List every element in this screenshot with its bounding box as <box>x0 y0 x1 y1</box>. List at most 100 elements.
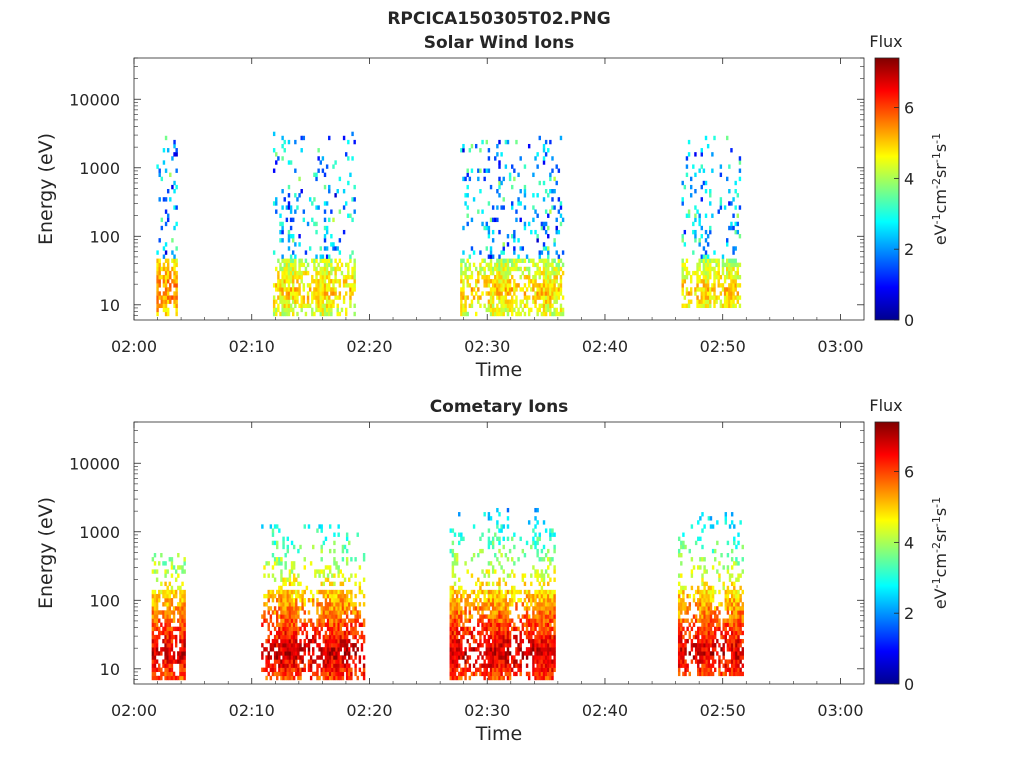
heatmap-cell <box>696 299 699 304</box>
heatmap-cell <box>285 311 289 317</box>
heatmap-cell <box>312 634 315 640</box>
heatmap-cell <box>702 279 706 284</box>
heatmap-cell <box>338 266 342 272</box>
heatmap-cell <box>701 528 704 533</box>
heatmap-cell <box>532 606 535 611</box>
heatmap-cell <box>267 573 270 578</box>
heatmap-cell <box>498 270 501 276</box>
heatmap-cell <box>280 569 283 574</box>
heatmap-cell <box>470 614 474 619</box>
heatmap-cell <box>166 606 169 611</box>
cometary-colorbar-units: eV-1cm-2sr-1s-1 <box>930 497 951 609</box>
heatmap-cell <box>732 291 735 296</box>
heatmap-cell <box>536 618 539 623</box>
heatmap-cell <box>737 671 740 677</box>
heatmap-cell <box>292 565 296 570</box>
heatmap-cell <box>285 217 289 223</box>
heatmap-cell <box>314 638 317 644</box>
heatmap-cell <box>713 258 716 263</box>
heatmap-cell <box>296 197 299 202</box>
heatmap-cell <box>726 610 730 615</box>
heatmap-cell <box>345 606 349 611</box>
heatmap-cell <box>523 266 527 272</box>
heatmap-cell <box>496 626 499 632</box>
heatmap-cell <box>737 577 740 582</box>
heatmap-cell <box>325 229 329 235</box>
heatmap-cell <box>164 643 167 648</box>
heatmap-cell <box>345 593 349 599</box>
heatmap-cell <box>549 610 552 615</box>
heatmap-cell <box>337 598 340 603</box>
heatmap-cell <box>680 630 683 636</box>
heatmap-cell <box>179 565 182 570</box>
heatmap-cell <box>559 221 563 227</box>
heatmap-cell <box>309 618 313 623</box>
heatmap-cell <box>686 667 689 673</box>
heatmap-cell <box>317 299 320 304</box>
heatmap-cell <box>339 671 342 677</box>
heatmap-cell <box>296 274 299 280</box>
heatmap-cell <box>737 630 740 636</box>
heatmap-cell <box>681 234 684 239</box>
heatmap-cell <box>347 274 350 280</box>
heatmap-cell <box>453 675 457 681</box>
heatmap-cell <box>170 602 174 607</box>
heatmap-cell <box>489 254 493 259</box>
heatmap-cell <box>553 622 556 627</box>
heatmap-cell <box>324 659 328 664</box>
heatmap-cell <box>297 610 300 615</box>
heatmap-cell <box>326 618 330 623</box>
heatmap-cell <box>267 626 270 632</box>
heatmap-cell <box>519 671 522 677</box>
heatmap-cell <box>494 602 497 607</box>
heatmap-cell <box>700 184 703 190</box>
heatmap-cell <box>271 643 275 648</box>
x-tick-label: 02:00 <box>111 701 157 720</box>
heatmap-cell <box>684 602 687 607</box>
heatmap-cell <box>542 618 546 623</box>
heatmap-cell <box>677 573 681 578</box>
heatmap-cell <box>515 606 518 611</box>
heatmap-cell <box>500 614 503 619</box>
heatmap-cell <box>174 659 178 664</box>
heatmap-cell <box>513 291 516 296</box>
heatmap-cell <box>339 638 342 644</box>
heatmap-cell <box>313 172 316 178</box>
heatmap-cell <box>337 614 340 619</box>
heatmap-cell <box>362 618 366 623</box>
heatmap-cell <box>170 561 174 566</box>
heatmap-cell <box>538 266 541 272</box>
heatmap-cell <box>316 618 319 623</box>
heatmap-cell <box>336 295 339 300</box>
heatmap-cell <box>702 258 706 263</box>
heatmap-cell <box>483 266 486 272</box>
heatmap-cell <box>333 593 336 599</box>
heatmap-cell <box>502 242 505 247</box>
heatmap-cell <box>460 279 463 284</box>
heatmap-cell <box>292 258 295 263</box>
heatmap-cell <box>707 589 711 595</box>
heatmap-cell <box>311 299 314 304</box>
heatmap-cell <box>449 622 452 627</box>
heatmap-cell <box>692 229 695 235</box>
heatmap-cell <box>477 279 480 284</box>
heatmap-cell <box>300 270 303 276</box>
heatmap-cell <box>728 634 732 640</box>
heatmap-cell <box>536 634 539 640</box>
heatmap-cell <box>561 262 565 268</box>
heatmap-cell <box>682 532 685 537</box>
heatmap-cell <box>707 516 711 521</box>
heatmap-cell <box>540 671 544 677</box>
heatmap-cell <box>496 667 499 673</box>
heatmap-cell <box>547 573 550 578</box>
heatmap-cell <box>508 630 512 636</box>
heatmap-cell <box>290 540 294 546</box>
heatmap-cell <box>362 557 366 562</box>
heatmap-cell <box>525 630 529 636</box>
heatmap-cell <box>707 610 711 615</box>
heatmap-cell <box>542 659 546 664</box>
heatmap-cell <box>292 675 296 681</box>
heatmap-cell <box>164 250 168 255</box>
heatmap-cell <box>551 266 554 272</box>
heatmap-cell <box>449 675 452 681</box>
